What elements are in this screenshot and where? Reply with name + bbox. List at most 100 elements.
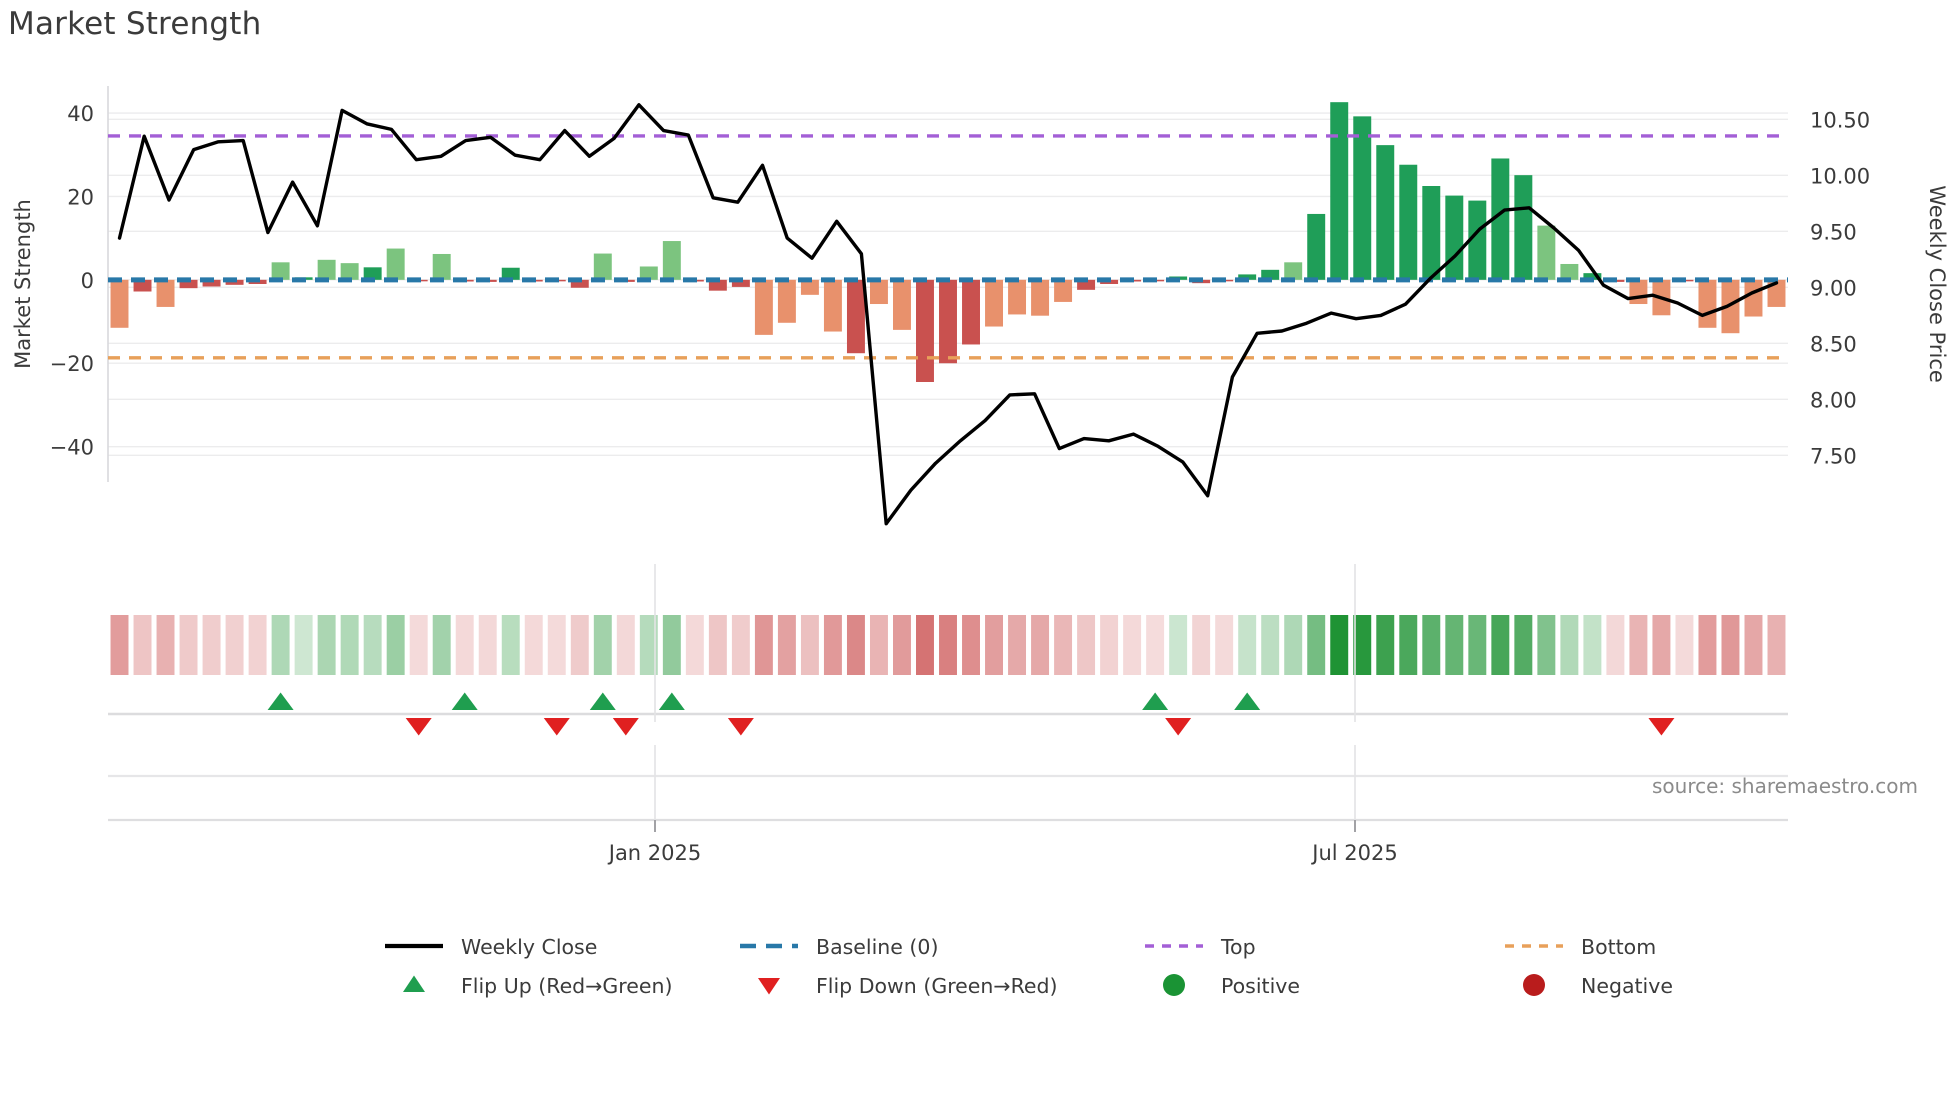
heatmap-cell[interactable] xyxy=(478,615,497,675)
strength-bar[interactable] xyxy=(156,279,175,307)
strength-bar[interactable] xyxy=(985,279,1004,327)
heatmap-cell[interactable] xyxy=(110,615,129,675)
heatmap-cell[interactable] xyxy=(1100,615,1119,675)
heatmap-cell[interactable] xyxy=(685,615,704,675)
heatmap-cell[interactable] xyxy=(731,615,750,675)
strength-bar[interactable] xyxy=(1284,262,1303,280)
flip-down-marker[interactable] xyxy=(1648,718,1675,736)
strength-bar[interactable] xyxy=(1698,279,1717,328)
flip-up-marker[interactable] xyxy=(658,692,685,710)
heatmap-cell[interactable] xyxy=(248,615,267,675)
strength-bar[interactable] xyxy=(363,267,382,280)
strength-bar[interactable] xyxy=(1031,279,1050,316)
flip-up-marker[interactable] xyxy=(589,692,616,710)
heatmap-cell[interactable] xyxy=(547,615,566,675)
strength-bar[interactable] xyxy=(1399,164,1418,280)
heatmap-cell[interactable] xyxy=(570,615,589,675)
strength-bar[interactable] xyxy=(1307,213,1326,280)
heatmap-cell[interactable] xyxy=(1077,615,1096,675)
heatmap-cell[interactable] xyxy=(823,615,842,675)
flip-down-marker[interactable] xyxy=(543,718,570,736)
heatmap-cell[interactable] xyxy=(1054,615,1073,675)
strength-bar[interactable] xyxy=(271,262,290,280)
strength-bar[interactable] xyxy=(340,263,359,280)
strength-bar[interactable] xyxy=(386,248,405,280)
heatmap-cell[interactable] xyxy=(1445,615,1464,675)
heatmap-cell[interactable] xyxy=(1606,615,1625,675)
heatmap-cell[interactable] xyxy=(593,615,612,675)
heatmap-cell[interactable] xyxy=(1008,615,1027,675)
strength-bar[interactable] xyxy=(916,279,934,382)
heatmap-cell[interactable] xyxy=(386,615,405,675)
strength-bar[interactable] xyxy=(1767,279,1786,307)
strength-bar[interactable] xyxy=(1514,175,1533,280)
strength-bar[interactable] xyxy=(846,279,865,354)
heatmap-cell[interactable] xyxy=(271,615,290,675)
strength-bar[interactable] xyxy=(869,279,888,305)
heatmap-cell[interactable] xyxy=(432,615,451,675)
strength-bar[interactable] xyxy=(823,279,842,332)
heatmap-cell[interactable] xyxy=(1744,615,1763,675)
strength-bar[interactable] xyxy=(939,279,957,364)
strength-bar[interactable] xyxy=(800,279,819,295)
heatmap-cell[interactable] xyxy=(1238,615,1257,675)
heatmap-cell[interactable] xyxy=(1215,615,1234,675)
heatmap-cell[interactable] xyxy=(1330,615,1349,675)
heatmap-cell[interactable] xyxy=(616,615,635,675)
flip-down-marker[interactable] xyxy=(1165,718,1192,736)
heatmap-cell[interactable] xyxy=(1284,615,1303,675)
heatmap-cell[interactable] xyxy=(1767,615,1786,675)
strength-bar[interactable] xyxy=(133,279,152,292)
heatmap-cell[interactable] xyxy=(1675,615,1694,675)
strength-bar[interactable] xyxy=(1376,145,1395,280)
heatmap-cell[interactable] xyxy=(1422,615,1441,675)
strength-bar[interactable] xyxy=(1537,225,1556,280)
flip-up-marker[interactable] xyxy=(451,692,478,710)
heatmap-cell[interactable] xyxy=(1514,615,1533,675)
heatmap-cell[interactable] xyxy=(1123,615,1142,675)
strength-bar[interactable] xyxy=(1238,274,1257,280)
heatmap-cell[interactable] xyxy=(1376,615,1395,675)
heatmap-cell[interactable] xyxy=(939,615,957,675)
strength-bar[interactable] xyxy=(1445,195,1464,280)
heatmap-cell[interactable] xyxy=(1031,615,1050,675)
strength-bar[interactable] xyxy=(662,241,681,280)
heatmap-cell[interactable] xyxy=(916,615,934,675)
heatmap-cell[interactable] xyxy=(455,615,474,675)
heatmap-cell[interactable] xyxy=(846,615,865,675)
heatmap-cell[interactable] xyxy=(754,615,773,675)
strength-bar[interactable] xyxy=(1744,279,1763,317)
strength-bar[interactable] xyxy=(1468,200,1487,280)
strength-bar[interactable] xyxy=(1491,158,1510,280)
strength-bar[interactable] xyxy=(1560,263,1579,280)
heatmap-cell[interactable] xyxy=(1399,615,1418,675)
heatmap-cell[interactable] xyxy=(340,615,359,675)
strength-bar[interactable] xyxy=(1583,273,1602,280)
heatmap-cell[interactable] xyxy=(501,615,520,675)
heatmap-cell[interactable] xyxy=(363,615,382,675)
strength-bar[interactable] xyxy=(892,279,911,330)
heatmap-cell[interactable] xyxy=(777,615,796,675)
heatmap-cell[interactable] xyxy=(892,615,911,675)
flip-down-marker[interactable] xyxy=(405,718,432,736)
strength-bar[interactable] xyxy=(1008,279,1027,315)
heatmap-cell[interactable] xyxy=(800,615,819,675)
heatmap-cell[interactable] xyxy=(639,615,658,675)
heatmap-cell[interactable] xyxy=(662,615,681,675)
heatmap-cell[interactable] xyxy=(1537,615,1556,675)
strength-bar[interactable] xyxy=(593,253,612,280)
heatmap-cell[interactable] xyxy=(1261,615,1280,675)
heatmap-cell[interactable] xyxy=(1629,615,1648,675)
heatmap-cell[interactable] xyxy=(317,615,336,675)
heatmap-cell[interactable] xyxy=(294,615,313,675)
strength-bar[interactable] xyxy=(1330,102,1349,280)
strength-bar[interactable] xyxy=(202,279,221,287)
strength-bar[interactable] xyxy=(179,279,198,289)
heatmap-cell[interactable] xyxy=(1169,615,1188,675)
heatmap-cell[interactable] xyxy=(1353,615,1372,675)
heatmap-cell[interactable] xyxy=(156,615,175,675)
strength-bar[interactable] xyxy=(1353,116,1372,280)
heatmap-cell[interactable] xyxy=(179,615,198,675)
strength-bar[interactable] xyxy=(317,259,336,280)
flip-up-marker[interactable] xyxy=(267,692,294,710)
